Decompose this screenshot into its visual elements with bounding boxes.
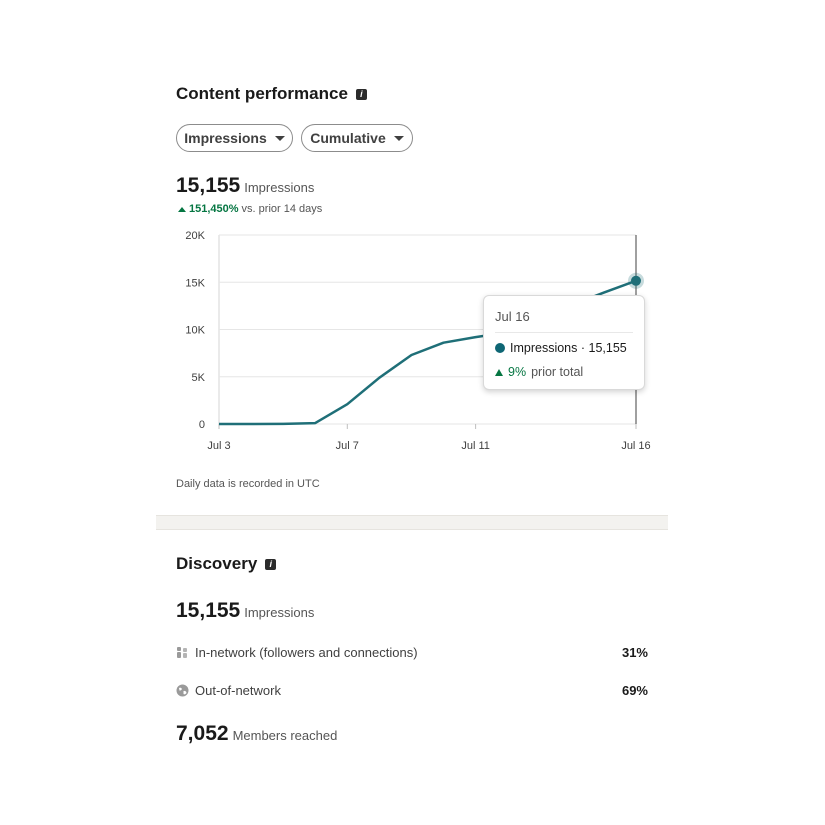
x-tick-label: Jul 3 bbox=[207, 440, 230, 452]
discovery-title-text: Discovery bbox=[176, 554, 258, 573]
y-tick-label: 5K bbox=[192, 372, 206, 384]
x-tick-label: Jul 11 bbox=[461, 440, 490, 452]
impressions-unit: Impressions bbox=[244, 180, 315, 195]
cumulative-dropdown[interactable]: Cumulative bbox=[301, 124, 413, 152]
y-tick-label: 10K bbox=[185, 325, 205, 337]
impressions-dropdown[interactable]: Impressions bbox=[176, 124, 293, 152]
members-reached: 7,052 Members reached bbox=[176, 722, 337, 746]
tooltip-change-text: prior total bbox=[531, 365, 584, 379]
tooltip-change-pct: 9% bbox=[508, 365, 527, 379]
people-icon bbox=[177, 647, 187, 658]
content-performance-title: Content performance i bbox=[176, 84, 367, 104]
change-percent: 151,450% bbox=[189, 203, 239, 215]
impressions-metric: 15,155 Impressions bbox=[176, 174, 314, 198]
out-of-network-label: Out-of-network bbox=[195, 683, 281, 698]
impressions-change: 151,450% vs. prior 14 days bbox=[178, 203, 322, 215]
discovery-card: Discovery i 15,155 Impressions In-networ… bbox=[156, 530, 668, 750]
y-tick-label: 15K bbox=[185, 277, 205, 289]
section-divider bbox=[156, 515, 668, 530]
in-network-row: In-network (followers and connections) 3… bbox=[176, 645, 648, 660]
tooltip-change-row: 9% prior total bbox=[495, 365, 583, 379]
y-tick-label: 0 bbox=[199, 419, 205, 431]
discovery-impressions-value: 15,155 bbox=[176, 599, 241, 622]
highlight-point[interactable] bbox=[631, 275, 641, 286]
caret-down-icon bbox=[274, 135, 285, 141]
info-icon[interactable]: i bbox=[265, 558, 277, 570]
impressions-dropdown-label: Impressions bbox=[184, 130, 267, 146]
in-network-label: In-network (followers and connections) bbox=[195, 645, 418, 660]
tooltip-series-row: Impressions · 15,155 bbox=[495, 341, 627, 355]
chart-tooltip: Jul 16 Impressions · 15,155 9% prior tot… bbox=[483, 295, 645, 390]
up-arrow-icon bbox=[495, 368, 503, 376]
tooltip-date: Jul 16 bbox=[495, 309, 530, 324]
up-arrow-icon bbox=[178, 206, 186, 212]
change-text: vs. prior 14 days bbox=[241, 203, 323, 215]
y-tick-label: 20K bbox=[185, 230, 205, 242]
tooltip-series-value: Impressions · 15,155 bbox=[510, 341, 627, 355]
members-reached-unit: Members reached bbox=[232, 728, 338, 743]
impressions-value: 15,155 bbox=[176, 174, 241, 197]
series-dot-icon bbox=[495, 343, 505, 353]
caret-down-icon bbox=[393, 135, 404, 141]
content-performance-card: Content performance i Impressions Cumula… bbox=[156, 60, 668, 515]
x-tick-label: Jul 16 bbox=[621, 440, 650, 452]
info-icon[interactable]: i bbox=[355, 88, 367, 100]
x-tick-label: Jul 7 bbox=[336, 440, 359, 452]
impressions-line-chart[interactable]: 0 5K 10K 15K 20K Jul 3 Jul 7 Jul 11 Jul 16 bbox=[156, 220, 668, 470]
content-performance-title-text: Content performance bbox=[176, 84, 348, 103]
out-of-network-value: 69% bbox=[621, 683, 648, 698]
tooltip-divider bbox=[495, 332, 633, 333]
globe-icon bbox=[176, 684, 189, 697]
discovery-impressions-unit: Impressions bbox=[244, 605, 315, 620]
in-network-value: 31% bbox=[621, 645, 648, 660]
discovery-impressions: 15,155 Impressions bbox=[176, 599, 314, 623]
out-of-network-row: Out-of-network 69% bbox=[176, 683, 648, 698]
members-reached-value: 7,052 bbox=[176, 722, 229, 745]
discovery-title: Discovery i bbox=[176, 554, 277, 574]
utc-footnote: Daily data is recorded in UTC bbox=[176, 478, 320, 490]
cumulative-dropdown-label: Cumulative bbox=[310, 130, 386, 146]
